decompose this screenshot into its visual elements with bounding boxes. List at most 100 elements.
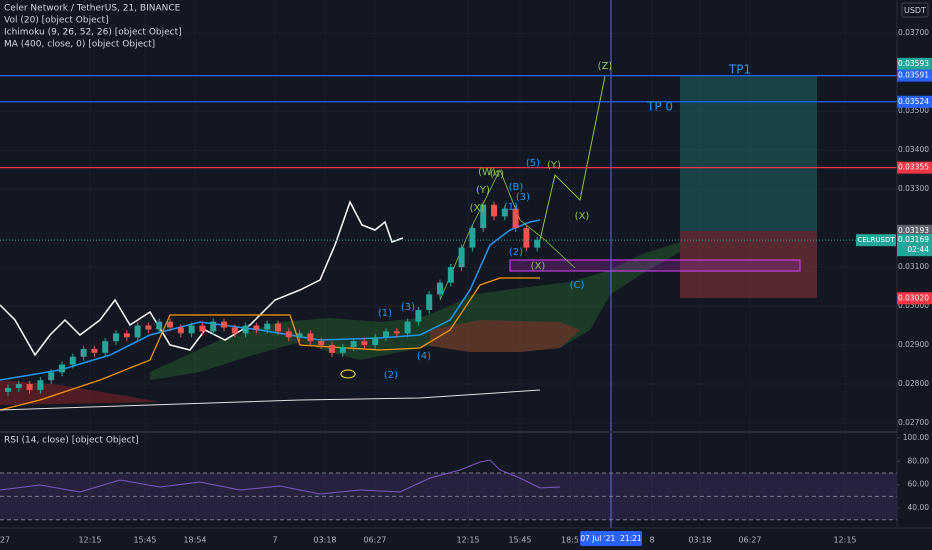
ma-400 <box>0 389 541 411</box>
wave-label: (B) <box>509 182 524 193</box>
wave-label: (X) <box>531 261 546 272</box>
wave-label: (Z) <box>598 61 613 72</box>
countdown: 02:44 <box>907 245 929 254</box>
candle-body <box>253 325 260 330</box>
plot <box>0 75 897 521</box>
price-axis <box>897 0 932 550</box>
time-label: 06:27 <box>738 536 761 545</box>
time-label: 15:45 <box>133 536 156 545</box>
rsi-legend: RSI (14, close) [object Object] <box>4 436 139 446</box>
grid <box>0 32 897 424</box>
indicator-legend: Vol (20) [object Object] <box>4 16 109 26</box>
cursor-time-box <box>580 531 642 546</box>
candle-body <box>145 325 152 330</box>
price-tag-label: 0.03591 <box>898 71 929 80</box>
price-tick-label: 0.03500 <box>898 106 929 115</box>
candle-body <box>491 204 497 217</box>
candle-body <box>188 325 195 334</box>
price-tag <box>897 224 932 237</box>
candle-body <box>275 323 281 332</box>
symbol-tag-label: CELRUSDT <box>857 236 895 244</box>
candle-body <box>350 341 357 348</box>
last-price-label: 0.03169 <box>898 235 929 244</box>
price-tag <box>897 69 932 82</box>
candle-body <box>242 325 249 334</box>
price-tick-label: 0.02700 <box>898 418 929 427</box>
pane-divider <box>0 431 897 433</box>
time-label: 03:18 <box>313 536 336 545</box>
price-tick-label: 0.03700 <box>898 28 929 37</box>
time-label: 12:15 <box>833 536 856 545</box>
candle-body <box>123 333 130 338</box>
wave-label: (X) <box>575 211 590 222</box>
price-tag <box>897 57 932 70</box>
time-label: 12:15 <box>78 536 101 545</box>
price-tick-label: 0.03000 <box>898 301 929 310</box>
moving-average <box>0 219 541 381</box>
wave-line <box>539 75 606 241</box>
candle-body <box>210 321 217 332</box>
currency[interactable]: USDT <box>904 6 926 15</box>
candle-body <box>113 333 119 342</box>
wave-label: (3) <box>401 302 415 313</box>
cursor-time: 07 Jul '21 21:21 <box>580 534 642 543</box>
indicator-legend: MA (400, close, 0) [object Object] <box>4 40 155 50</box>
candle-body <box>69 356 76 365</box>
wave-label: (3) <box>516 192 530 203</box>
candle-body <box>458 247 465 268</box>
rsi-line <box>0 459 561 495</box>
currency-box[interactable] <box>901 2 929 18</box>
candle-body <box>285 331 292 338</box>
price-tick-label: 0.03400 <box>898 145 929 154</box>
candle-body <box>48 372 55 381</box>
candle-body <box>156 321 163 330</box>
time-label: 18:54 <box>183 536 206 545</box>
candle-body <box>199 325 206 332</box>
wave-label: (4) <box>490 169 504 180</box>
wave-label: (2) <box>509 247 523 258</box>
price-tag <box>897 161 932 174</box>
candle-body <box>447 267 454 283</box>
time-label: 03:18 <box>688 536 711 545</box>
candle-body <box>501 208 508 217</box>
candle-body <box>231 327 238 334</box>
candle-body <box>307 333 314 342</box>
candle-body <box>91 348 98 353</box>
wave-label: (W) <box>478 167 496 178</box>
time-label: 8 <box>649 536 654 545</box>
candle-body <box>339 347 346 353</box>
candle-body <box>383 331 389 338</box>
candle-body <box>167 321 173 328</box>
wave-label: (1) <box>504 202 518 213</box>
zone-box <box>509 259 801 272</box>
wave-label: TP 0 <box>646 100 673 114</box>
overlay: 0.03700 0.03500 0.03400 0.03300 0.03100 0.030… <box>0 28 932 546</box>
candle-body <box>221 321 227 328</box>
candle-body <box>177 327 184 334</box>
wave-label: TP1 <box>728 63 751 77</box>
candle-body <box>26 384 33 390</box>
price-tag-label: 0.03524 <box>898 97 929 106</box>
price-tick-label: 0.02900 <box>898 340 929 349</box>
wave-label: (C) <box>570 280 585 291</box>
candle-body <box>480 204 487 229</box>
symbol-tag <box>856 234 896 247</box>
candle-body <box>37 380 44 390</box>
wave-label: (Y) <box>547 160 561 171</box>
price-tick-label: 0.02800 <box>898 379 929 388</box>
wave-label: (5) <box>526 158 540 169</box>
last-price-tag <box>897 234 932 257</box>
time-label: 12:15 <box>456 536 479 545</box>
candle-body <box>264 323 271 330</box>
candle-body <box>512 208 519 229</box>
price-tag <box>897 292 932 305</box>
price-tag-label: 0.03020 <box>898 293 929 302</box>
wave-label: (X) <box>470 203 485 214</box>
price-tag-label: 0.03193 <box>898 226 929 235</box>
time-label: 27 <box>0 536 10 545</box>
price-tag-label: 0.03355 <box>898 163 929 172</box>
ichimoku-cloud-red <box>430 320 580 352</box>
candle-body <box>134 325 141 338</box>
candle-body <box>437 282 443 295</box>
